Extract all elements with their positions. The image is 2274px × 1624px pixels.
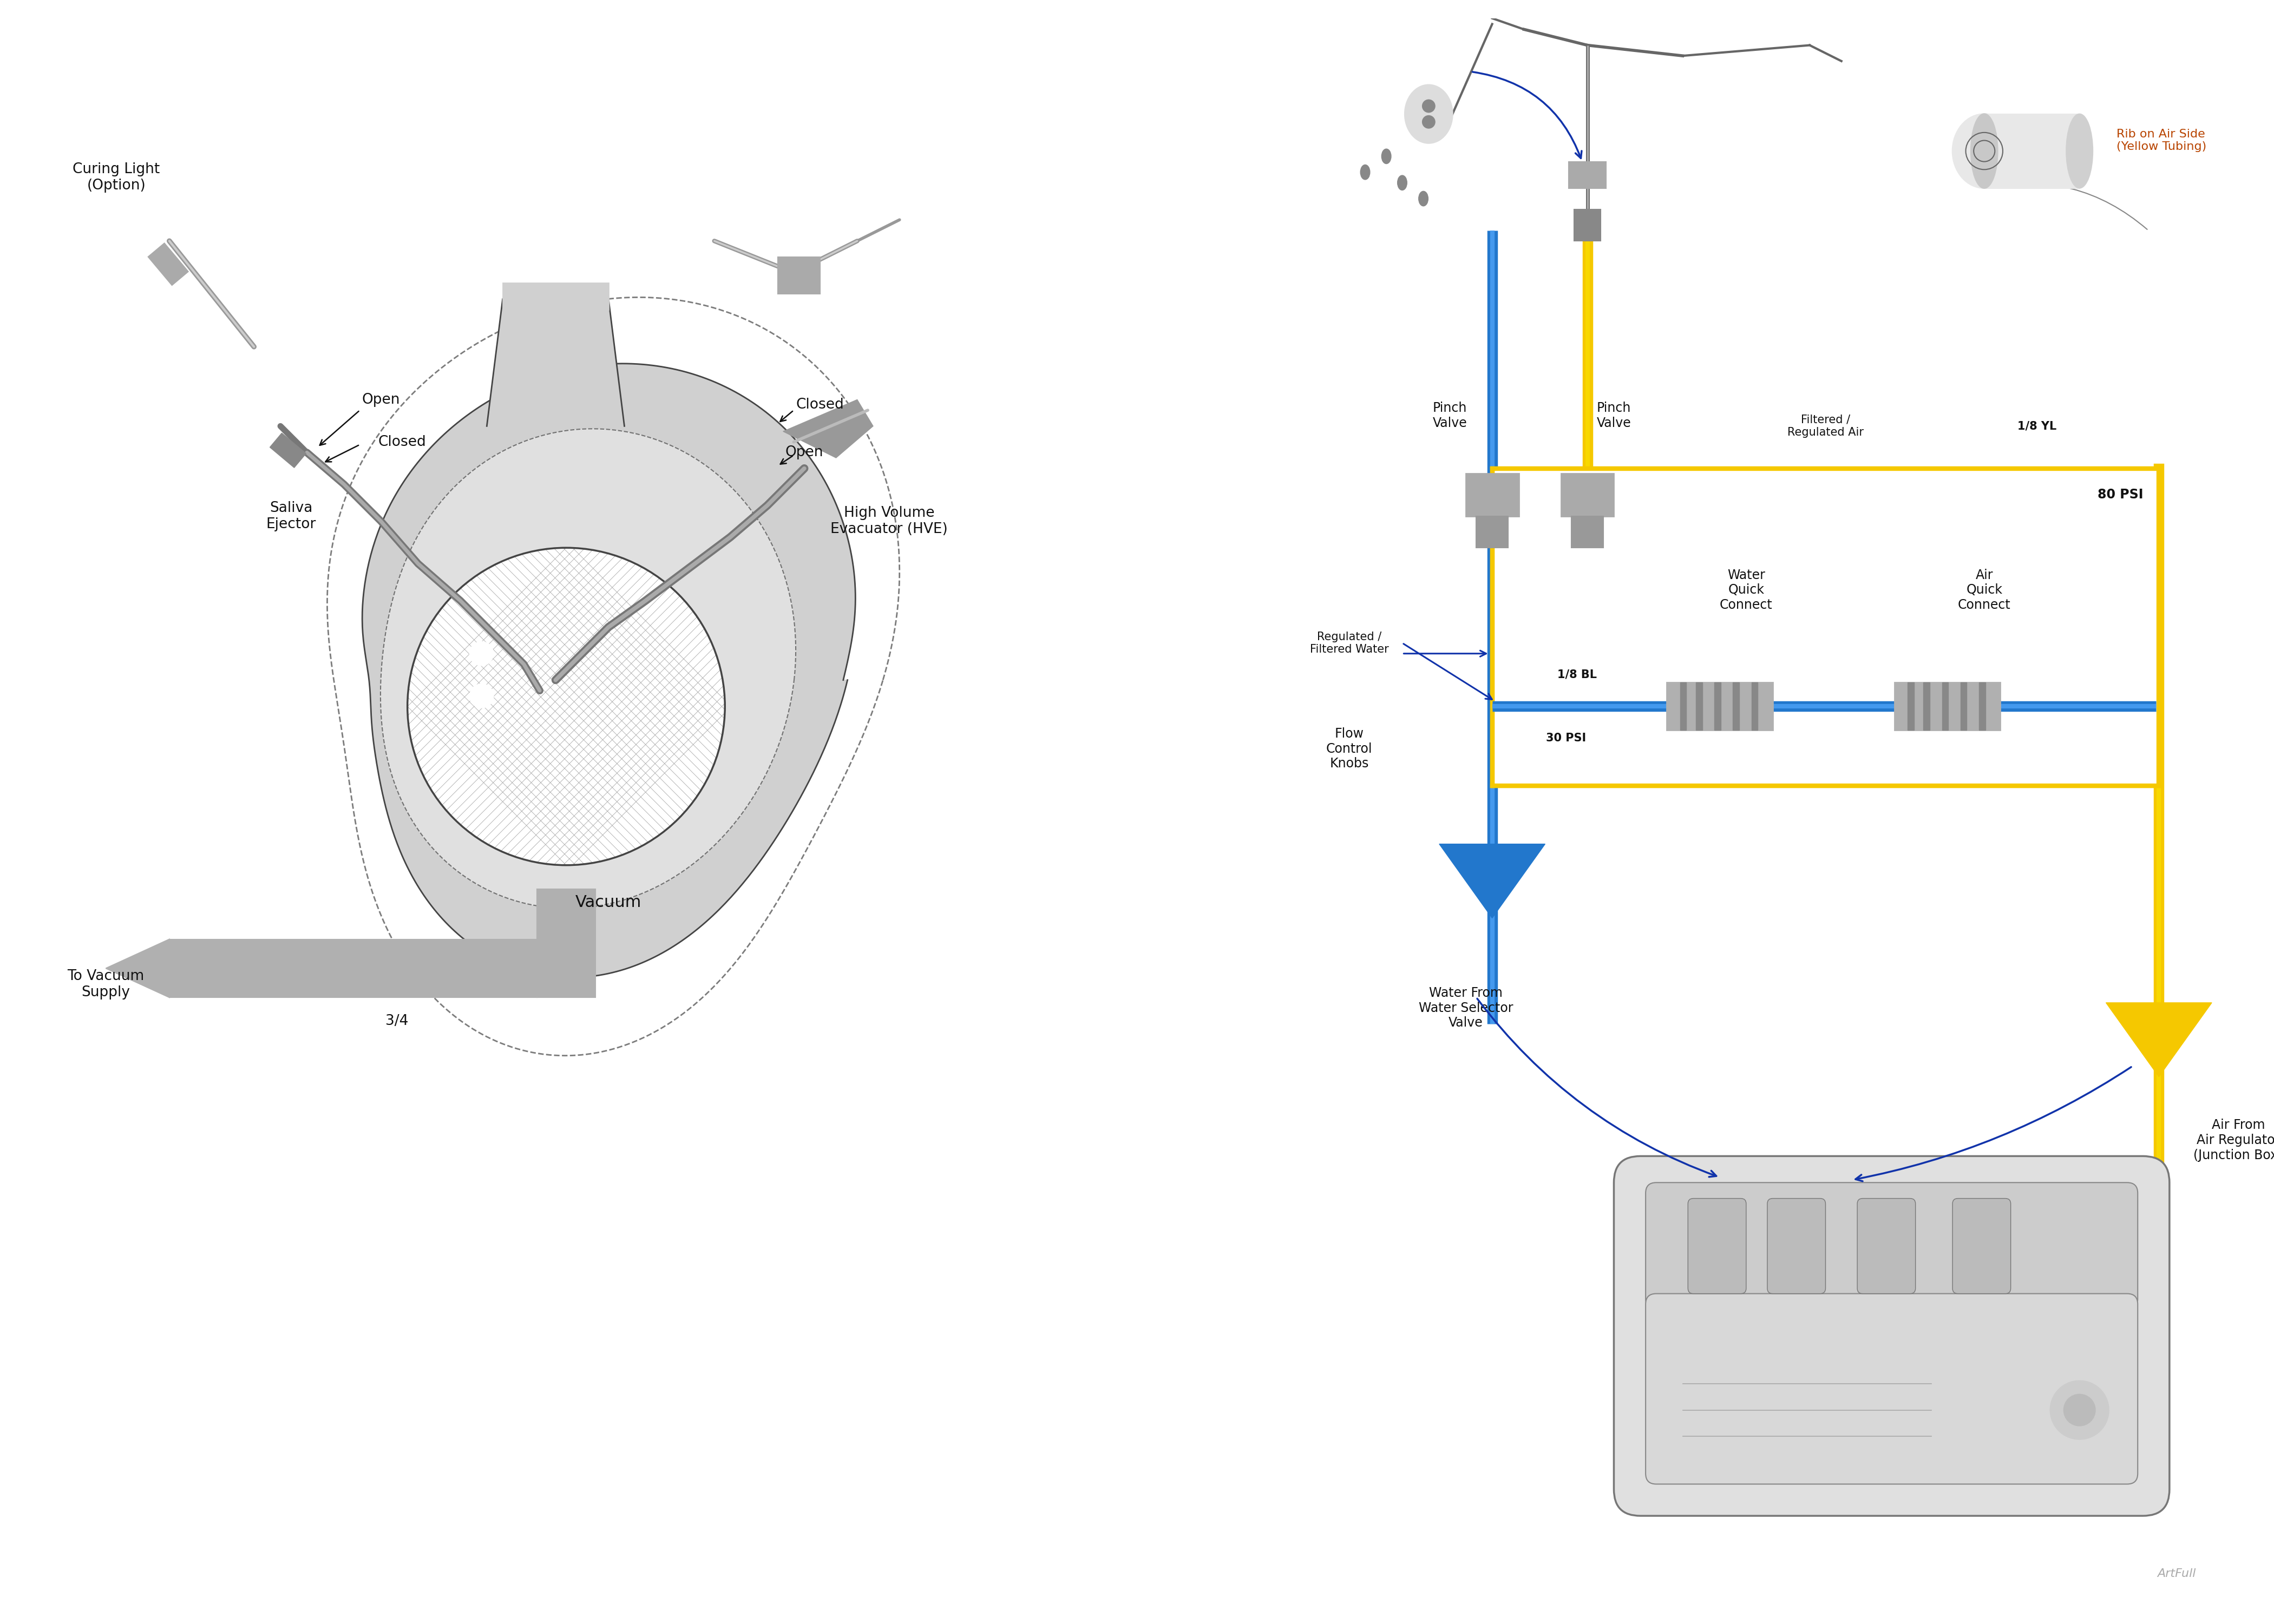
Ellipse shape bbox=[1953, 114, 2017, 188]
FancyBboxPatch shape bbox=[1646, 1182, 2138, 1309]
Text: Pinch
Valve: Pinch Valve bbox=[1596, 401, 1630, 429]
Text: Saliva
Ejector: Saliva Ejector bbox=[266, 500, 316, 531]
Circle shape bbox=[2051, 1380, 2108, 1439]
Text: Water From
Water Selector
Valve: Water From Water Selector Valve bbox=[1419, 986, 1512, 1030]
Bar bbox=[1715, 682, 1721, 731]
Circle shape bbox=[471, 641, 493, 666]
FancyBboxPatch shape bbox=[1858, 1199, 1915, 1294]
Ellipse shape bbox=[1972, 114, 1997, 188]
Circle shape bbox=[1421, 99, 1435, 112]
Text: Flow
Control
Knobs: Flow Control Knobs bbox=[1326, 728, 1373, 770]
Bar bbox=[271, 434, 307, 468]
Bar bbox=[1908, 682, 1915, 731]
Text: Water
Quick
Connect: Water Quick Connect bbox=[1719, 568, 1774, 612]
Text: 3/4: 3/4 bbox=[384, 1013, 409, 1028]
FancyBboxPatch shape bbox=[1615, 1156, 2169, 1515]
Bar bbox=[1476, 516, 1508, 547]
Bar bbox=[1894, 682, 2001, 731]
Text: 1/8 BL: 1/8 BL bbox=[1558, 669, 1596, 680]
Bar bbox=[1978, 682, 1985, 731]
Bar bbox=[1569, 162, 1605, 188]
Bar bbox=[1942, 682, 1949, 731]
Bar bbox=[1733, 682, 1740, 731]
Text: To Vacuum
Supply: To Vacuum Supply bbox=[68, 970, 143, 999]
FancyBboxPatch shape bbox=[1953, 1199, 2010, 1294]
Bar bbox=[1571, 516, 1603, 547]
Text: Rib on Air Side
(Yellow Tubing): Rib on Air Side (Yellow Tubing) bbox=[2117, 128, 2206, 153]
Bar bbox=[1574, 209, 1601, 240]
Bar bbox=[1960, 682, 1967, 731]
Polygon shape bbox=[1439, 844, 1544, 918]
Polygon shape bbox=[2106, 1002, 2213, 1077]
Bar bbox=[148, 244, 189, 286]
Bar bbox=[1667, 682, 1774, 731]
Bar bbox=[168, 939, 537, 997]
Text: Filtered /
Regulated Air: Filtered / Regulated Air bbox=[1787, 414, 1865, 438]
FancyBboxPatch shape bbox=[1646, 1294, 2138, 1484]
Bar bbox=[1680, 682, 1687, 731]
Text: ArtFull: ArtFull bbox=[2158, 1569, 2197, 1579]
Bar bbox=[1985, 114, 2078, 188]
Bar bbox=[1494, 471, 2156, 783]
Text: Air
Quick
Connect: Air Quick Connect bbox=[1958, 568, 2010, 612]
Ellipse shape bbox=[1383, 149, 1392, 164]
Bar bbox=[537, 888, 596, 997]
Polygon shape bbox=[362, 364, 855, 978]
Circle shape bbox=[471, 684, 493, 708]
Text: Closed: Closed bbox=[796, 398, 844, 412]
Text: Air From
Air Regulator
(Junction Box): Air From Air Regulator (Junction Box) bbox=[2194, 1119, 2274, 1161]
Circle shape bbox=[2063, 1393, 2094, 1426]
Bar bbox=[503, 283, 609, 310]
Text: Vacuum: Vacuum bbox=[575, 895, 641, 909]
Circle shape bbox=[407, 547, 725, 866]
Bar bbox=[1560, 474, 1615, 516]
Ellipse shape bbox=[1419, 192, 1428, 206]
Text: Open: Open bbox=[362, 393, 400, 406]
Ellipse shape bbox=[2067, 114, 2092, 188]
FancyBboxPatch shape bbox=[1767, 1199, 1826, 1294]
Polygon shape bbox=[487, 299, 625, 425]
Ellipse shape bbox=[1399, 175, 1408, 190]
Bar bbox=[1924, 682, 1931, 731]
Polygon shape bbox=[107, 939, 168, 997]
Text: 80 PSI: 80 PSI bbox=[2097, 489, 2142, 502]
Text: Curing Light
(Option): Curing Light (Option) bbox=[73, 162, 159, 193]
Ellipse shape bbox=[1360, 164, 1369, 180]
Bar bbox=[778, 257, 821, 294]
Text: 30 PSI: 30 PSI bbox=[1546, 732, 1587, 744]
Text: High Volume
Evacuator (HVE): High Volume Evacuator (HVE) bbox=[830, 507, 948, 536]
Bar bbox=[1751, 682, 1758, 731]
Bar bbox=[1696, 682, 1703, 731]
Text: Open: Open bbox=[785, 445, 823, 460]
Text: 1/8 YL: 1/8 YL bbox=[2017, 421, 2056, 432]
Bar bbox=[1492, 468, 2158, 786]
Bar bbox=[1467, 474, 1519, 516]
Text: Pinch
Valve: Pinch Valve bbox=[1433, 401, 1467, 429]
Text: Closed: Closed bbox=[377, 435, 425, 448]
Ellipse shape bbox=[1405, 84, 1453, 143]
Polygon shape bbox=[380, 429, 796, 908]
Polygon shape bbox=[782, 400, 873, 458]
Text: Regulated /
Filtered Water: Regulated / Filtered Water bbox=[1310, 632, 1389, 654]
FancyBboxPatch shape bbox=[1687, 1199, 1746, 1294]
Circle shape bbox=[1421, 115, 1435, 128]
